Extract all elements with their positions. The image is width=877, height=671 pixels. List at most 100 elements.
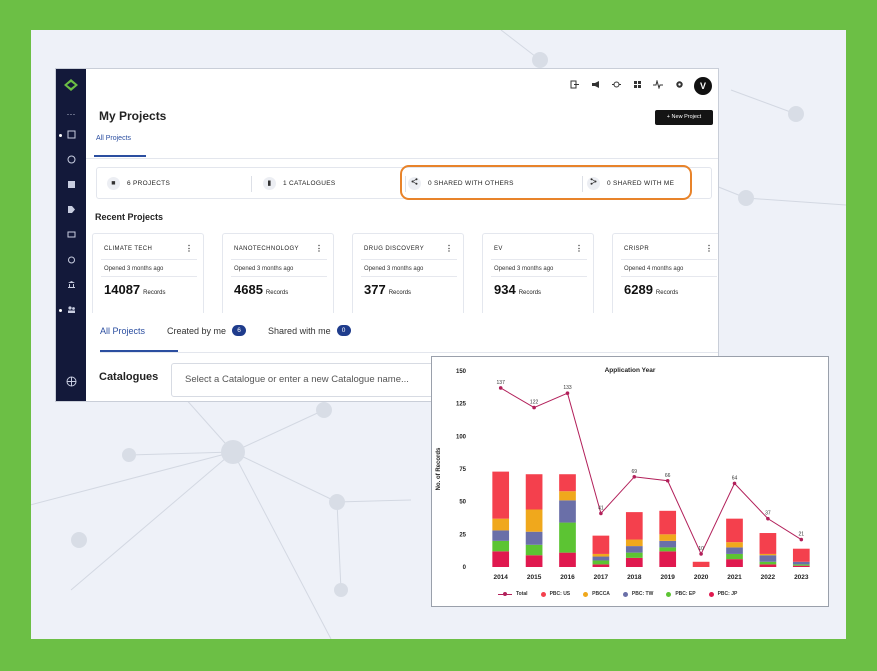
project-record-count: 14087 Records <box>104 282 166 297</box>
x-tick-label: 2015 <box>527 574 542 581</box>
active-tab-underline <box>100 350 178 352</box>
bar-pbc-tw <box>659 540 677 548</box>
avatar[interactable]: V <box>694 77 712 95</box>
legend-label: PBC: EP <box>675 591 696 597</box>
records-label: Records <box>265 290 289 296</box>
project-card[interactable]: EV ⋮ Opened 3 months ago 934 Records <box>482 233 594 313</box>
more-vertical-icon[interactable]: ⋮ <box>315 244 323 253</box>
stat-projects[interactable]: ■ 6 PROJECTS <box>107 168 170 198</box>
alarm-icon[interactable] <box>63 254 79 268</box>
y-tick-label: 100 <box>456 434 467 440</box>
save-icon[interactable] <box>63 179 79 193</box>
tab-shared-with-me[interactable]: Shared with me 0 <box>268 325 351 336</box>
bar-pbc-jp <box>726 559 743 567</box>
project-opened: Opened 4 months ago <box>624 266 684 272</box>
bar-pbcca <box>525 509 543 532</box>
project-card[interactable]: CRISPR ⋮ Opened 4 months ago 6289 Records <box>612 233 718 313</box>
divider <box>621 276 717 277</box>
project-name: NANOTECHNOLOGY <box>234 246 299 252</box>
active-indicator <box>59 309 62 312</box>
bar-pbc-tw <box>759 555 777 562</box>
topbar-icons: V <box>568 77 712 95</box>
project-name: DRUG DISCOVERY <box>364 246 425 252</box>
apps-icon[interactable] <box>631 80 643 92</box>
total-point <box>799 537 804 542</box>
logo-icon <box>64 79 78 91</box>
bar-pbcca <box>592 553 610 557</box>
x-tick-label: 2016 <box>560 574 575 581</box>
bar-pbc-jp <box>525 555 543 567</box>
divider <box>582 176 583 192</box>
projects-icon[interactable] <box>63 129 79 143</box>
sidebar: ··· <box>56 69 86 401</box>
more-icon[interactable]: ··· <box>66 109 76 119</box>
new-project-button[interactable]: + New Project <box>655 110 713 125</box>
project-card[interactable]: CLIMATE TECH ⋮ Opened 3 months ago 14087… <box>92 233 204 313</box>
legend-dot-marker <box>622 591 628 597</box>
y-tick-label: 125 <box>456 402 467 408</box>
divider <box>361 276 457 277</box>
bar-pbc-us <box>692 561 710 567</box>
legend-label: PBC: JP <box>717 591 738 597</box>
more-vertical-icon[interactable]: ⋮ <box>575 244 583 253</box>
users-icon[interactable] <box>63 304 79 318</box>
divider <box>86 158 718 159</box>
project-opened: Opened 3 months ago <box>494 266 554 272</box>
active-tab-underline <box>94 155 146 157</box>
project-opened: Opened 3 months ago <box>104 266 164 272</box>
legend-dot-marker <box>583 591 589 597</box>
stat-shared-others-label: 0 SHARED WITH OTHERS <box>428 179 514 187</box>
stat-shared-with-me[interactable]: 0 SHARED WITH ME <box>587 168 674 198</box>
legend-label: PBC: TW <box>631 591 654 597</box>
bar-pbc-tw <box>492 530 510 541</box>
stat-projects-label: 6 PROJECTS <box>127 179 171 187</box>
bar-pbc-tw <box>559 500 576 523</box>
stat-shared-with-others[interactable]: 0 SHARED WITH OTHERS <box>408 168 514 198</box>
bar-pbc-tw <box>726 547 743 554</box>
bar-pbc-ep <box>625 552 643 558</box>
bar-pbc-us <box>659 510 677 535</box>
record-count-value: 6289 <box>624 282 653 297</box>
tag-icon[interactable] <box>63 204 79 218</box>
record-count-value: 934 <box>494 282 516 297</box>
y-tick-label: 0 <box>463 565 467 571</box>
bug-icon[interactable] <box>610 80 622 92</box>
catalogues-label: Catalogues <box>99 371 159 383</box>
logout-icon[interactable] <box>568 80 580 92</box>
bank-icon[interactable] <box>63 279 79 293</box>
stat-catalogues[interactable]: ▮ 1 CATALOGUES <box>263 168 335 198</box>
globe-icon[interactable] <box>63 376 79 390</box>
announcement-icon[interactable] <box>589 80 601 92</box>
more-vertical-icon[interactable]: ⋮ <box>445 244 453 253</box>
more-vertical-icon[interactable]: ⋮ <box>185 244 193 253</box>
x-tick-label: 2018 <box>627 574 642 581</box>
bar-pbc-jp <box>492 551 510 567</box>
gear-icon[interactable] <box>673 80 685 92</box>
bar-pbc-tw <box>525 531 543 545</box>
tab-label: Created by me <box>167 325 227 336</box>
tab-label: Shared with me <box>268 325 331 336</box>
project-card[interactable]: NANOTECHNOLOGY ⋮ Opened 3 months ago 468… <box>222 233 334 313</box>
tab-created-by-me[interactable]: Created by me 6 <box>167 325 247 336</box>
tab-all-projects[interactable]: All Projects <box>100 325 145 336</box>
history-icon[interactable] <box>63 154 79 168</box>
folder-icon[interactable] <box>63 229 79 243</box>
bar-pbc-ep <box>559 522 576 553</box>
tab-label: All Projects <box>100 325 146 336</box>
more-vertical-icon[interactable]: ⋮ <box>705 244 713 253</box>
bar-pbcca <box>625 539 643 547</box>
legend-item: PBC: EP <box>666 591 696 597</box>
project-record-count: 934 Records <box>494 282 541 297</box>
network-decoration <box>31 30 846 639</box>
catalogue-input[interactable]: Select a Catalogue or enter a new Catalo… <box>171 363 471 397</box>
tab-all-projects-top[interactable]: All Projects <box>96 135 132 142</box>
bar-pbc-jp <box>759 564 777 567</box>
project-name: EV <box>494 246 503 252</box>
divider <box>231 259 327 260</box>
bar-pbc-tw <box>592 556 610 561</box>
activity-icon[interactable] <box>652 79 664 92</box>
project-card[interactable]: DRUG DISCOVERY ⋮ Opened 3 months ago 377… <box>352 233 464 313</box>
bar-pbcca <box>559 491 576 501</box>
bar-pbc-ep <box>525 544 543 556</box>
bar-pbc-tw <box>792 561 810 565</box>
